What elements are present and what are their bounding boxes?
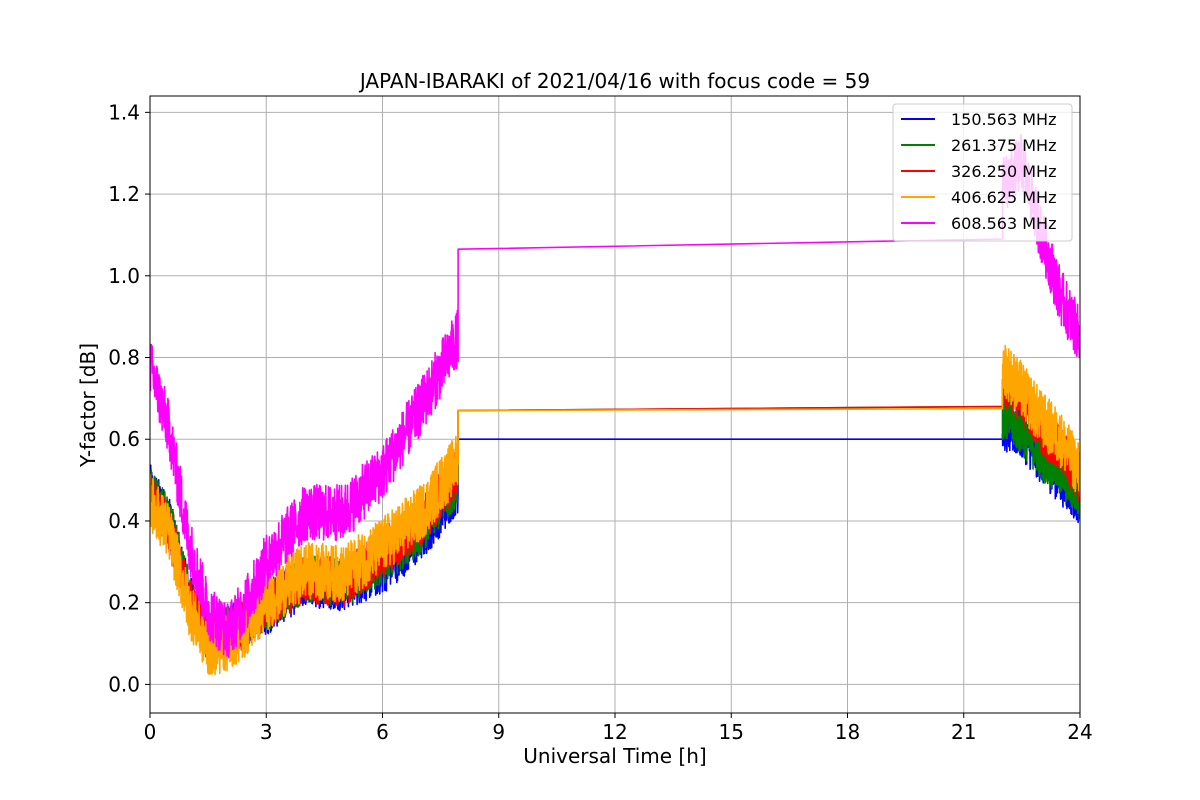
y-tick-label: 1.0 <box>108 264 140 288</box>
legend-entry: 150.563 MHz <box>951 110 1056 129</box>
x-tick-label: 6 <box>376 720 389 744</box>
series-line-3 <box>150 344 1080 676</box>
y-tick-label: 0.6 <box>108 427 140 451</box>
legend: 150.563 MHz 261.375 MHz 326.250 MHz 406.625… <box>892 103 1073 242</box>
y-tick-label: 0.8 <box>108 346 140 370</box>
legend-entry: 326.250 MHz <box>951 162 1056 181</box>
x-axis: 0 3 6 9 12 15 18 21 24 <box>144 713 1093 744</box>
x-tick-label: 15 <box>719 720 744 744</box>
x-tick-label: 24 <box>1067 720 1092 744</box>
x-tick-label: 12 <box>602 720 627 744</box>
legend-box <box>892 103 1073 242</box>
y-tick-label: 1.2 <box>108 182 140 206</box>
x-axis-label: Universal Time [h] <box>523 744 706 768</box>
y-tick-label: 0.2 <box>108 591 140 615</box>
x-tick-label: 18 <box>835 720 860 744</box>
y-tick-label: 0.4 <box>108 509 140 533</box>
legend-entry: 406.625 MHz <box>951 188 1056 207</box>
x-tick-label: 0 <box>144 720 157 744</box>
x-tick-label: 21 <box>951 720 976 744</box>
legend-entry: 608.563 MHz <box>951 214 1056 233</box>
x-tick-label: 3 <box>260 720 273 744</box>
y-tick-label: 0.0 <box>108 672 140 696</box>
y-tick-label: 1.4 <box>108 100 140 124</box>
y-axis: 0.0 0.2 0.4 0.6 0.8 1.0 1.2 1.4 <box>108 100 150 696</box>
y-axis-label: Y-factor [dB] <box>76 343 100 468</box>
legend-entry: 261.375 MHz <box>951 136 1056 155</box>
x-tick-label: 9 <box>492 720 505 744</box>
chart-title: JAPAN-IBARAKI of 2021/04/16 with focus c… <box>358 69 870 93</box>
